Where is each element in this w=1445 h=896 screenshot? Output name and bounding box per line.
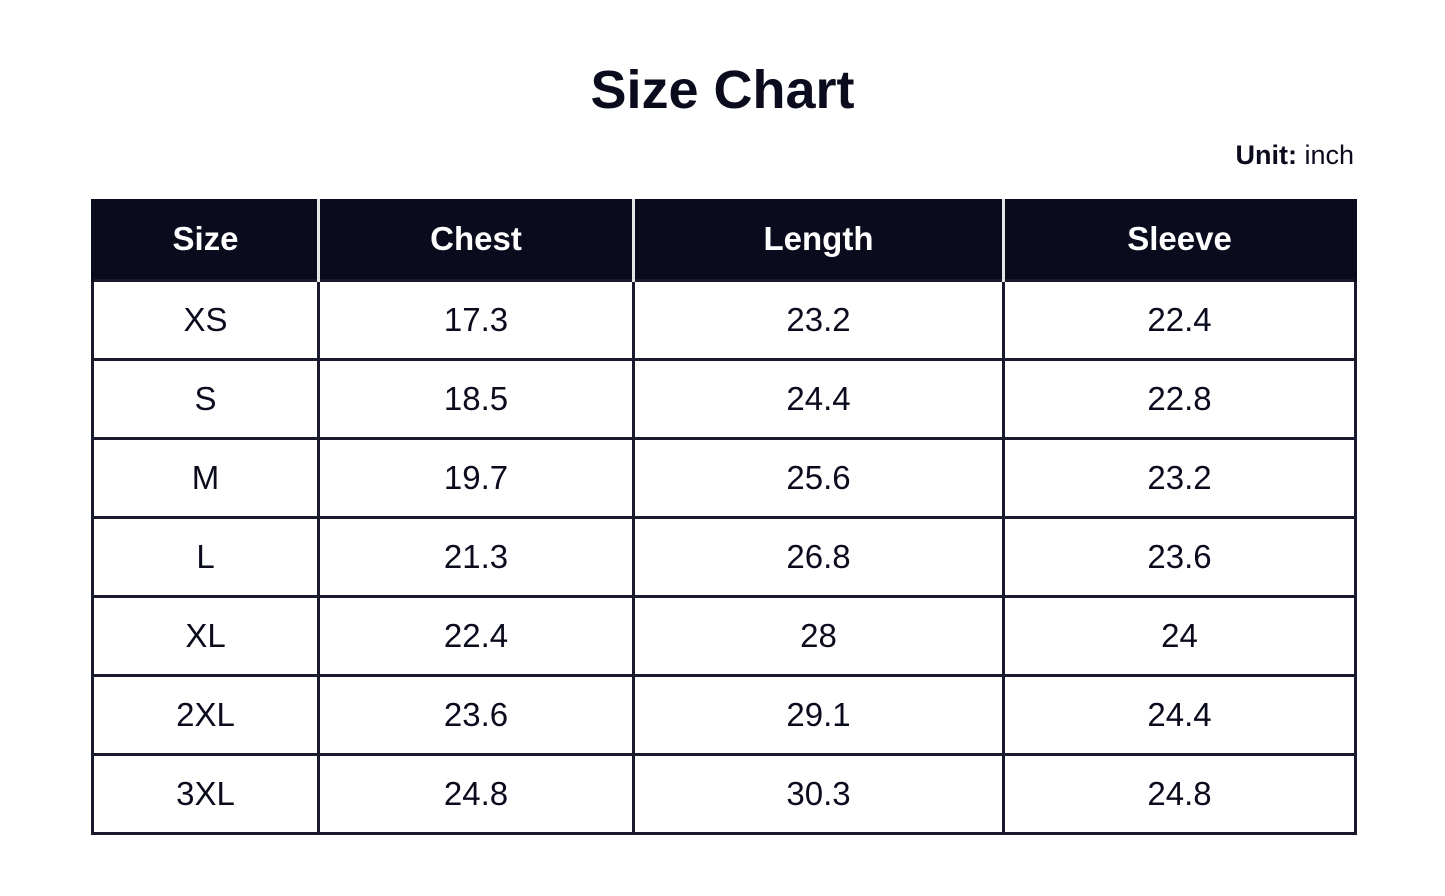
measure-cell: 23.2 (632, 279, 1005, 361)
table-row: XL 22.4 28 24 (91, 595, 1357, 677)
measure-cell: 22.4 (1002, 279, 1357, 361)
measure-cell: 23.6 (317, 674, 635, 756)
header-row: Size Chest Length Sleeve (91, 199, 1357, 281)
unit-value: inch (1304, 140, 1354, 170)
title: Size Chart (590, 60, 855, 120)
measure-cell: 18.5 (317, 358, 635, 440)
measure-cell: 25.6 (632, 437, 1005, 519)
size-table: Size Chest Length Sleeve XS 17.3 23.2 22.4 S 18.… (91, 199, 1357, 835)
column-header: Length (632, 199, 1005, 281)
column-header: Sleeve (1002, 199, 1357, 281)
unit-note: Unit: inch (1235, 138, 1354, 172)
table-row: 2XL 23.6 29.1 24.4 (91, 674, 1357, 756)
column-header: Chest (317, 199, 635, 281)
table-row: L 21.3 26.8 23.6 (91, 516, 1357, 598)
size-cell: S (91, 358, 320, 440)
table-row: 3XL 24.8 30.3 24.8 (91, 753, 1357, 835)
unit-label: Unit: (1235, 140, 1297, 170)
measure-cell: 19.7 (317, 437, 635, 519)
table-row: M 19.7 25.6 23.2 (91, 437, 1357, 519)
measure-cell: 30.3 (632, 753, 1005, 835)
measure-cell: 23.6 (1002, 516, 1357, 598)
size-cell: 2XL (91, 674, 320, 756)
measure-cell: 26.8 (632, 516, 1005, 598)
measure-cell: 24.4 (632, 358, 1005, 440)
table-row: XS 17.3 23.2 22.4 (91, 279, 1357, 361)
measure-cell: 21.3 (317, 516, 635, 598)
size-cell: 3XL (91, 753, 320, 835)
column-header: Size (91, 199, 320, 281)
size-cell: XL (91, 595, 320, 677)
measure-cell: 24.4 (1002, 674, 1357, 756)
table-body: XS 17.3 23.2 22.4 S 18.5 24.4 22.8 M 19.7 25.6 23.2… (91, 279, 1357, 835)
size-cell: M (91, 437, 320, 519)
measure-cell: 28 (632, 595, 1005, 677)
table-head: Size Chest Length Sleeve (91, 199, 1357, 281)
measure-cell: 29.1 (632, 674, 1005, 756)
measure-cell: 23.2 (1002, 437, 1357, 519)
measure-cell: 17.3 (317, 279, 635, 361)
measure-cell: 24.8 (317, 753, 635, 835)
table-row: S 18.5 24.4 22.8 (91, 358, 1357, 440)
measure-cell: 22.8 (1002, 358, 1357, 440)
size-cell: XS (91, 279, 320, 361)
measure-cell: 22.4 (317, 595, 635, 677)
measure-cell: 24.8 (1002, 753, 1357, 835)
size-cell: L (91, 516, 320, 598)
measure-cell: 24 (1002, 595, 1357, 677)
